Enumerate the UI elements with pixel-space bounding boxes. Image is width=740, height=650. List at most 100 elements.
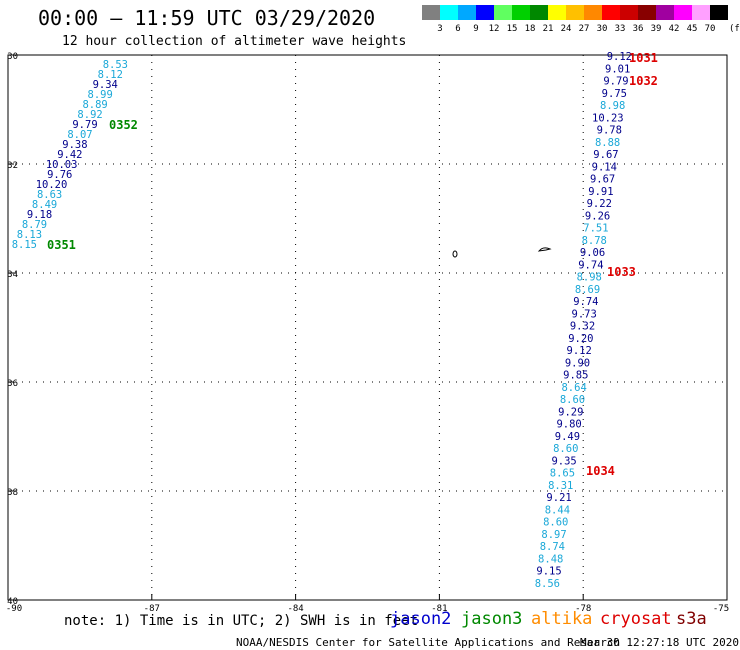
wave-height-value: 10.20	[36, 179, 68, 191]
legend-swatch	[440, 5, 458, 20]
legend-swatch	[548, 5, 566, 20]
credit-text: NOAA/NESDIS Center for Satellite Applica…	[236, 636, 621, 649]
wave-height-value: 9.22	[587, 198, 612, 210]
wave-height-value: 9.78	[597, 125, 622, 137]
map-frame	[7, 54, 728, 601]
wave-height-value: 9.18	[27, 209, 52, 221]
wave-height-value: 8.12	[98, 69, 123, 81]
legend-jason2: jason2	[390, 609, 452, 629]
wave-height-value: 9.14	[592, 161, 617, 173]
wave-height-value: 9.35	[551, 455, 576, 467]
legend-tick-label: 36	[632, 24, 644, 34]
time-label: 1034	[586, 464, 615, 478]
legend-tick-label: 12	[488, 24, 500, 34]
lat-label: 34	[7, 270, 18, 280]
legend-tick-label: 6	[455, 24, 461, 34]
footer-note: note: 1) Time is in UTC; 2) SWH is in fe…	[64, 613, 419, 629]
wave-height-value: 8.79	[22, 219, 47, 231]
legend-swatch	[530, 5, 548, 20]
wave-height-value: 9.21	[546, 492, 571, 504]
wave-height-value: 8.99	[88, 89, 113, 101]
legend-tick-label: 18	[524, 24, 536, 34]
wave-height-value: 8.44	[545, 504, 570, 516]
wave-height-value: 9.01	[605, 63, 630, 75]
wave-height-value: 8.98	[600, 100, 625, 112]
legend-tick-label: 30	[596, 24, 608, 34]
wave-height-value: 8.60	[543, 517, 568, 529]
wave-height-value: 9.79	[72, 119, 97, 131]
wave-height-value: 9.67	[590, 174, 615, 186]
legend-cryosat: cryosat	[600, 609, 672, 629]
wave-height-value: 9.90	[565, 357, 590, 369]
legend-swatch	[656, 5, 674, 20]
legend-tick-label: 9	[473, 24, 479, 34]
lon-label: -75	[713, 604, 729, 614]
wave-height-value: 9.06	[580, 247, 605, 259]
legend-swatch	[674, 5, 692, 20]
wave-height-value: 9.74	[578, 259, 603, 271]
legend-swatch	[638, 5, 656, 20]
legend-unit: (ft)	[729, 24, 740, 34]
wave-height-value: 8.63	[37, 189, 62, 201]
legend-swatch	[476, 5, 494, 20]
legend-s3a: s3a	[676, 609, 707, 629]
wave-height-value: 9.12	[607, 51, 632, 63]
wave-height-value: 8.97	[541, 529, 566, 541]
wave-height-value: 9.26	[585, 210, 610, 222]
legend-jason3: jason3	[461, 609, 523, 629]
legend-tick-label: 42	[668, 24, 680, 34]
wave-height-value: 9.12	[567, 345, 592, 357]
lat-label: 38	[7, 488, 18, 498]
wave-height-value: 9.80	[556, 419, 581, 431]
legend-tick-label: 70	[704, 24, 716, 34]
wave-height-value: 8.92	[77, 109, 102, 121]
wave-height-value: 9.91	[588, 186, 613, 198]
legend-swatch	[692, 5, 710, 20]
lon-label: -84	[287, 604, 303, 614]
wave-height-value: 9.32	[570, 321, 595, 333]
wave-height-value: 8.53	[103, 59, 128, 71]
wave-height-value: 10.23	[592, 112, 624, 124]
wave-height-value: 8.98	[577, 272, 602, 284]
wave-height-value: 9.20	[568, 333, 593, 345]
page-title: 00:00 – 11:59 UTC 03/29/2020	[38, 6, 376, 30]
wave-height-value: 8.69	[575, 284, 600, 296]
wave-height-value: 8.60	[553, 443, 578, 455]
wave-height-value: 8.49	[32, 199, 57, 211]
wave-height-value: 8.89	[82, 99, 107, 111]
page-subtitle: 12 hour collection of altimeter wave hei…	[62, 34, 407, 49]
legend-swatch	[512, 5, 530, 20]
legend-tick-label: 33	[614, 24, 626, 34]
wave-height-value: 8.07	[67, 129, 92, 141]
timestamp-text: Mar 30 12:27:18 UTC 2020	[580, 636, 739, 649]
wave-height-value: 9.79	[603, 76, 628, 88]
lat-label: 36	[7, 379, 18, 389]
time-label: 0352	[109, 118, 138, 132]
island-bahamas	[537, 247, 552, 252]
wave-height-value: 8.48	[538, 553, 563, 565]
wave-height-value: 8.78	[582, 235, 607, 247]
legend-tick-label: 27	[578, 24, 590, 34]
lon-label: -90	[6, 604, 22, 614]
lat-label: 40	[7, 597, 18, 607]
time-label: 1032	[629, 74, 658, 88]
wave-height-value: 9.85	[563, 370, 588, 382]
time-label: 0351	[47, 238, 76, 252]
legend-tick-label: 3	[437, 24, 443, 34]
island-small	[452, 250, 458, 258]
legend-swatch	[584, 5, 602, 20]
wave-height-value: 7.51	[583, 223, 608, 235]
wave-height-value: 9.75	[602, 88, 627, 100]
wave-height-value: 9.67	[593, 149, 618, 161]
legend-swatch	[458, 5, 476, 20]
wave-height-value: 8.88	[595, 137, 620, 149]
wave-height-value: 8.74	[540, 541, 565, 553]
lon-label: -87	[144, 604, 160, 614]
wave-height-value: 9.15	[536, 566, 561, 578]
legend-tick-label: 21	[542, 24, 554, 34]
legend-swatch	[566, 5, 584, 20]
legend-swatch	[620, 5, 638, 20]
wave-height-value: 9.34	[93, 79, 118, 91]
wave-height-value: 9.42	[57, 149, 82, 161]
wave-height-value: 8.13	[17, 229, 42, 241]
